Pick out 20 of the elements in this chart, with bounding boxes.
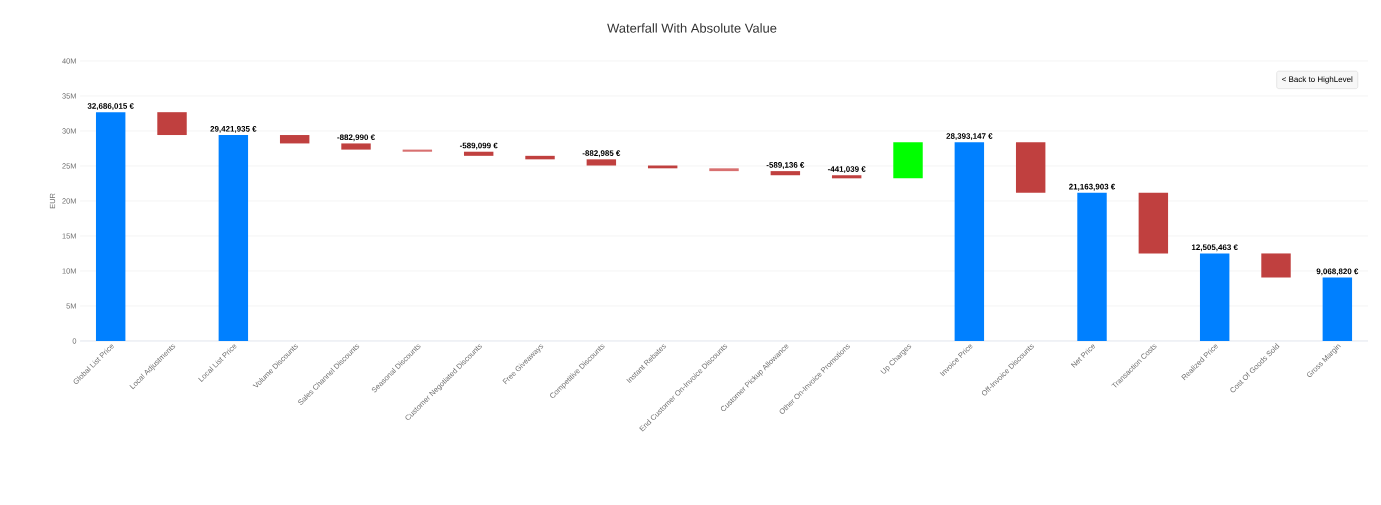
bar — [954, 142, 985, 341]
bar — [1322, 277, 1353, 341]
bar — [279, 135, 310, 144]
bar — [341, 143, 371, 150]
bar — [402, 149, 433, 152]
chart-title: Waterfall With Absolute Value — [607, 23, 777, 33]
bar — [157, 112, 187, 136]
bar — [1199, 253, 1230, 341]
bar — [893, 142, 923, 179]
bar — [1077, 192, 1107, 341]
bar — [831, 175, 862, 179]
bar — [709, 168, 739, 172]
bar — [1015, 142, 1046, 193]
bar — [586, 159, 617, 166]
bar — [770, 171, 801, 176]
bar — [1138, 192, 1169, 254]
bar — [95, 112, 126, 341]
bar — [1261, 253, 1291, 278]
bar — [218, 135, 249, 341]
bar — [463, 151, 494, 156]
